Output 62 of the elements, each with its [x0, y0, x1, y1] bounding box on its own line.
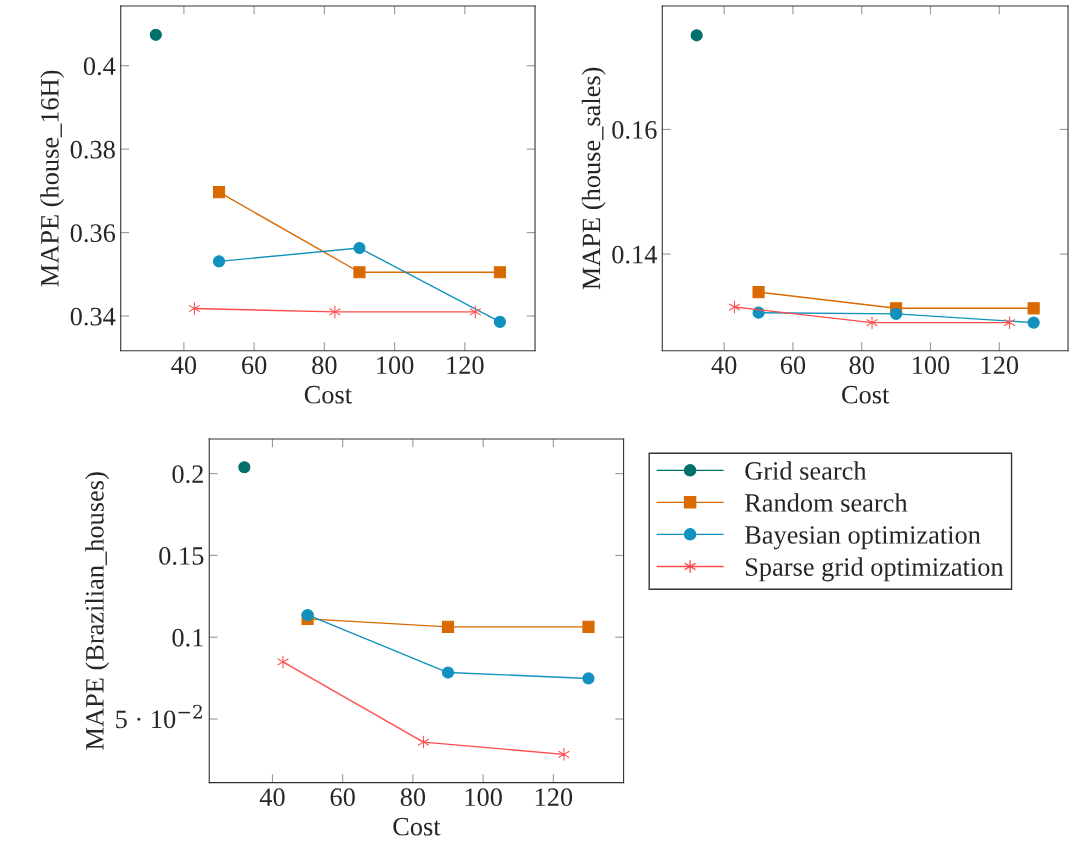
- point: [582, 672, 595, 685]
- point: [557, 747, 570, 762]
- point: [441, 620, 455, 633]
- point: [212, 255, 226, 268]
- point: [1027, 302, 1040, 315]
- point: [328, 305, 341, 319]
- legend-label: Bayesian optimization: [744, 526, 981, 550]
- x-axis-title: Cost: [842, 385, 890, 404]
- y-axis-title: MAPE (house_16H): [40, 70, 65, 287]
- x-tick-label: 120: [447, 356, 484, 375]
- x-tick-label: 40: [259, 788, 285, 807]
- point: [752, 286, 765, 299]
- x-tick-label: 60: [242, 356, 267, 375]
- x-tick-label: 100: [913, 356, 950, 375]
- x-axis-title: Cost: [304, 385, 352, 404]
- y-tick-label: 0.36: [70, 224, 116, 243]
- point: [441, 666, 455, 679]
- y-tick-label: 0.34: [70, 307, 116, 326]
- point: [469, 305, 482, 319]
- x-axis-title: Cost: [393, 817, 441, 836]
- point: [690, 29, 703, 42]
- point: [582, 620, 595, 633]
- point: [493, 266, 506, 279]
- x-tick-label: 80: [849, 356, 874, 375]
- point: [1027, 316, 1040, 329]
- legend-label: Sparse grid optimization: [745, 557, 1004, 582]
- x-tick-label: 60: [330, 788, 355, 807]
- x-tick-label: 80: [400, 788, 426, 807]
- y-tick-label: 0.14: [612, 245, 658, 264]
- x-tick-label: 60: [780, 356, 806, 375]
- point: [890, 307, 903, 320]
- point: [277, 655, 289, 669]
- point: [301, 608, 314, 622]
- legend-label: Grid search: [745, 461, 867, 480]
- x-tick-label: 40: [171, 356, 197, 375]
- y-tick-label: 0.16: [612, 121, 657, 139]
- point: [866, 315, 878, 330]
- y-tick-label: 0.15: [159, 547, 204, 565]
- y-tick-label: 0.38: [70, 140, 115, 159]
- point: [238, 461, 251, 474]
- point: [493, 315, 506, 328]
- y-tick-label: 5 · 10$^{−2}$: [116, 704, 202, 729]
- x-tick-label: 120: [535, 788, 573, 807]
- x-tick-label: 100: [377, 356, 414, 375]
- y-tick-label: 0.1: [172, 628, 203, 647]
- x-tick-label: 120: [981, 356, 1019, 375]
- point: [353, 266, 366, 279]
- point: [417, 735, 430, 749]
- legend-label: Random search: [744, 493, 908, 512]
- y-tick-label: 0.2: [172, 465, 203, 484]
- point: [188, 301, 201, 316]
- point: [728, 300, 741, 314]
- x-tick-label: 100: [465, 788, 502, 807]
- point: [212, 186, 226, 199]
- y-axis-title: MAPE (Brazilian_houses): [85, 472, 110, 750]
- point: [353, 241, 366, 255]
- y-tick-label: 0.4: [83, 57, 116, 76]
- point: [149, 28, 162, 41]
- y-axis-title: MAPE (house_sales): [581, 67, 606, 290]
- x-tick-label: 80: [312, 356, 337, 375]
- x-tick-label: 40: [711, 356, 737, 375]
- point: [1003, 315, 1016, 330]
